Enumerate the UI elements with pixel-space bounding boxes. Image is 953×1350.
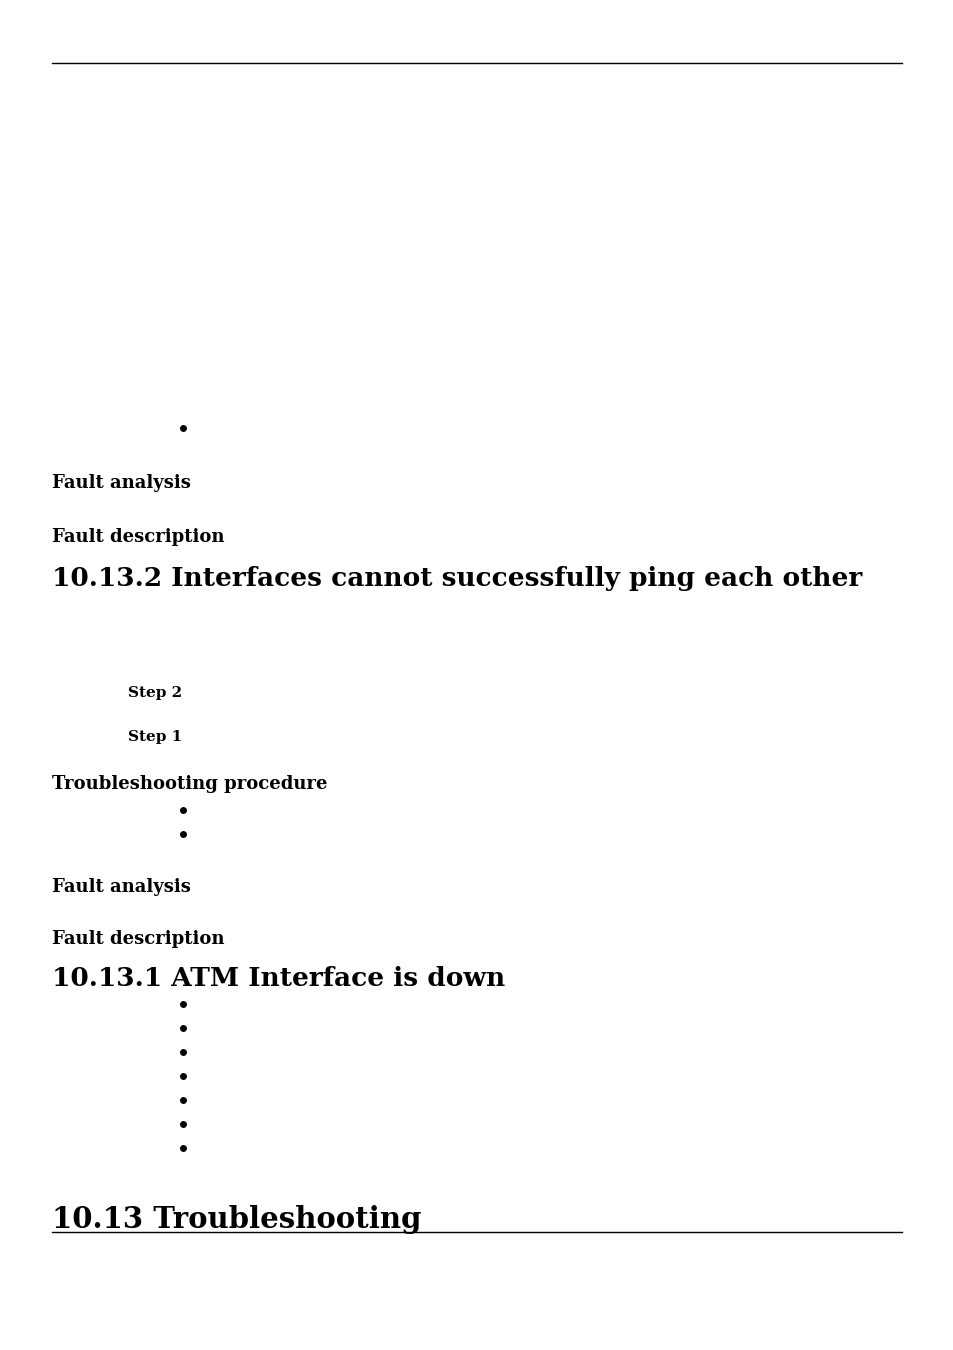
Text: Fault analysis: Fault analysis <box>52 474 191 491</box>
Text: Fault description: Fault description <box>52 930 224 948</box>
Text: 10.13.1 ATM Interface is down: 10.13.1 ATM Interface is down <box>52 967 505 991</box>
Text: 10.13 Troubleshooting: 10.13 Troubleshooting <box>52 1206 421 1234</box>
Text: 10.13.2 Interfaces cannot successfully ping each other: 10.13.2 Interfaces cannot successfully p… <box>52 566 862 591</box>
Text: Step 2: Step 2 <box>128 686 182 701</box>
Text: Fault analysis: Fault analysis <box>52 878 191 896</box>
Text: Fault description: Fault description <box>52 528 224 545</box>
Text: Step 1: Step 1 <box>128 730 182 744</box>
Text: Troubleshooting procedure: Troubleshooting procedure <box>52 775 327 792</box>
